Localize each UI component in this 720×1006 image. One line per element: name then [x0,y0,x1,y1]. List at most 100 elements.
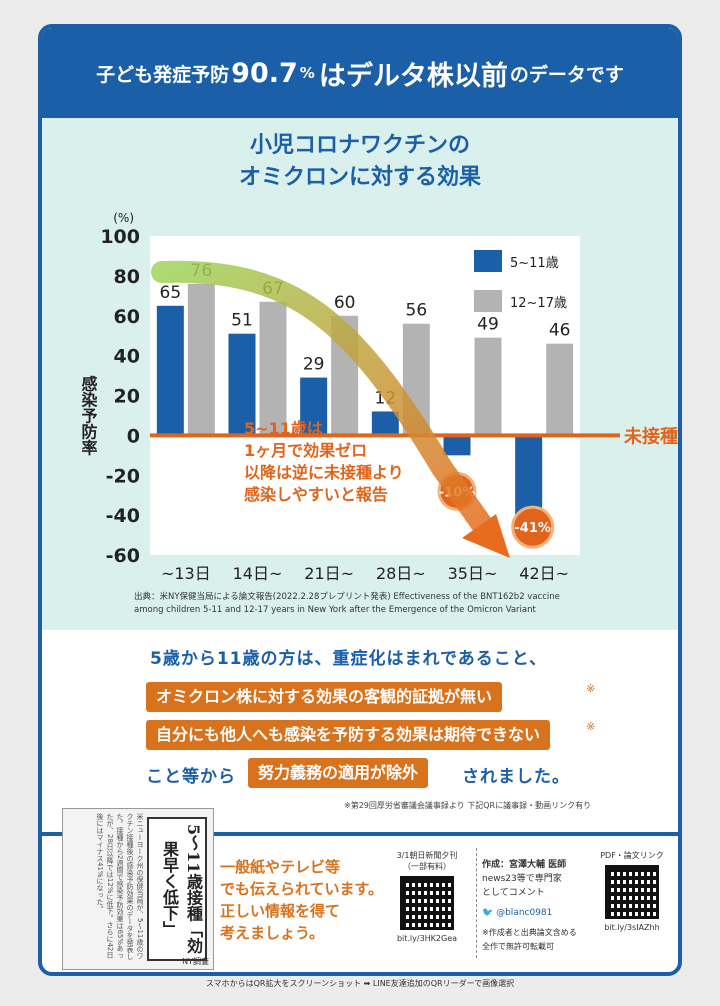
clipping-credit: NY調査 [182,957,209,966]
y-axis-title: 感染予防率 [79,375,99,457]
trend-arrow-head [462,514,510,558]
conclusion-box-1: オミクロン株に対する効果の客観的証拠が無い [146,682,503,712]
info-message-line-3: 正しい情報を得て [220,902,341,920]
x-tick-label: 14日~ [233,564,283,583]
x-tick-label: ~13日 [161,564,211,583]
qr-code-pdf[interactable] [605,865,659,919]
y-tick-label: 100 [100,226,140,248]
y-tick-label: -60 [106,545,140,567]
footnote-council: ※第29回厚労省審議会議事録より 下記QRに議事録・動画リンク有り [344,801,592,810]
trend-arrow [151,260,497,541]
newspaper-clipping: 米ニューヨーク州の保健当局が、5〜11歳のワクチン接種後の感染予防効果のデータを… [62,808,214,970]
conclusion-line-1: 5歳から11歳の方は、重症化はまれであること、 [150,649,548,669]
x-tick-label: 21日~ [304,564,354,583]
author-sub: news23等で専門家 としてコメント [482,874,562,898]
y-tick-label: 0 [127,425,140,447]
info-message-line-4: 考えましょう。 [220,924,325,942]
clipping-headline: 5〜11歳接種「効果早く低下」 [147,817,207,961]
source-line-2: among children 5-11 and 12-17 years in N… [134,605,536,615]
author-note: ※作成者と出典論文含める 全作で無許可転載可 [482,928,577,951]
data-label-s1-2: 60 [334,293,356,313]
bar-s0-4 [443,435,471,456]
bird-icon: 🐦 [482,908,494,918]
chart-title: 小児コロナワクチンの オミクロンに対する効果 [42,130,678,194]
header-tail: のデータです [509,63,624,86]
qr-code-news[interactable] [400,876,454,930]
legend-label-0: 5~11歳 [510,256,559,271]
data-label-s0-2: 29 [303,355,325,375]
conclusion-box-3: 努力義務の適用が除外 [248,758,429,788]
footnote-mark-2: ※ [586,720,596,733]
chart-title-line-1: 小児コロナワクチンの [249,133,470,158]
info-panel: 米ニューヨーク州の保健当局が、5〜11歳のワクチン接種後の感染予防効果のデータを… [42,808,678,972]
legend-swatch-0 [474,250,502,272]
data-label-s1-4: 49 [477,315,499,335]
qr-pdf-url[interactable]: bit.ly/3sIAZhh [604,923,660,932]
bottom-caption: スマホからはQR拡大をスクリーンショット ➡ LINE友達追加のQRリーダーで画… [205,979,515,988]
vaccine-effect-chart: 100806040200-20-40-60(%)感染予防率6576~13日516… [79,211,679,583]
bar-s1-4 [474,337,502,436]
x-tick-label: 28日~ [376,564,426,583]
bar-s0-0 [156,305,184,436]
info-message: 一般紙やテレビ等 でも伝えられています。 正しい情報を得て 考えましょう。 [220,856,383,944]
data-label-s0-5: -41% [514,521,551,536]
clipping-body: 米ニューヨーク州の保健当局が、5〜11歳のワクチン接種後の感染予防効果のデータを… [96,813,144,960]
bar-s1-0 [187,283,215,436]
conclusion-line-3-post: されました。 [462,767,570,787]
qr-block-news: 3/1朝日新聞夕刊 （一部有料） bit.ly/3HK2Gea [382,850,472,943]
conclusion-panel: 5歳から11歳の方は、重症化はまれであること、 オミクロン株に対する効果の客観的… [42,630,678,830]
annotation-line-4: 感染しやすいと報告 [244,485,388,504]
chart-panel: 小児コロナワクチンの オミクロンに対する効果 100 80 60 40 20 0 -20 -4… [42,118,678,630]
info-message-line-2: でも伝えられています。 [220,880,384,898]
data-label-s1-3: 56 [406,301,428,321]
poster: 子ども発症予防 90.7 % はデルタ株以前 のデータです 小児コロナワクチンの… [38,24,682,976]
annotation-line-3: 以降は逆に未接種より [244,463,404,482]
y-tick-label: 80 [114,266,140,288]
author-title: 作成：宮澤大輔 医師 [482,860,567,870]
data-label-s0-1: 51 [231,311,253,331]
data-label-badge-5 [511,505,555,549]
qr-news-caption: 3/1朝日新聞夕刊 （一部有料） [396,851,458,871]
qr-news-url[interactable]: bit.ly/3HK2Gea [396,934,458,943]
plot-area [150,236,580,555]
y-tick-label: -20 [106,465,140,487]
y-tick-label: -40 [106,505,140,527]
header-pre: 子ども発症予防 [96,63,230,86]
divider [476,848,477,958]
footnote-mark-1: ※ [586,682,596,695]
info-message-line-1: 一般紙やテレビ等 [220,858,341,876]
source-note: 出典：米NY保健当局による論文報告(2022.2.28プレプリント発表) Eff… [134,591,654,617]
bar-s0-5 [515,435,543,518]
legend-swatch-1 [474,290,502,312]
data-label-s1-5: 46 [549,321,571,341]
data-label-s0-0: 65 [160,283,182,303]
header-post: はデルタ株以前 [318,60,508,92]
annotation-line-2: 1ヶ月で効果ゼロ [244,441,367,460]
header-pct-sign: % [299,64,315,82]
bar-s1-1 [259,301,287,436]
bar-s0-3 [371,411,399,436]
header-banner: 子ども発症予防 90.7 % はデルタ株以前 のデータです [42,28,678,118]
author-info: 作成：宮澤大輔 医師 news23等で専門家 としてコメント 🐦 @blanc0… [482,858,592,954]
chart-title-line-2: オミクロンに対する効果 [238,165,481,190]
conclusion-line-3-pre: こと等から [146,767,236,787]
x-tick-label: 42日~ [519,564,569,583]
bar-s0-2 [300,377,328,436]
zero-line-label: 未接種 [624,425,678,447]
source-line-1: 出典：米NY保健当局による論文報告(2022.2.28プレプリント発表) Eff… [134,592,560,602]
y-tick-label: 60 [114,306,140,328]
header-pct-value: 90.7 [231,57,298,89]
qr-pdf-caption: PDF・論文リンク [600,851,664,860]
author-twitter-handle: @blanc0981 [496,908,553,918]
y-tick-label: 40 [114,346,140,368]
author-twitter[interactable]: 🐦 @blanc0981 [482,906,592,920]
bar-s0-1 [228,333,256,436]
y-tick-label: 20 [114,386,140,408]
annotation-line-1: 5~11歳は [244,419,323,438]
x-tick-label: 35日~ [448,564,498,583]
y-unit-label: (%) [113,211,134,225]
qr-block-pdf: PDF・論文リンク bit.ly/3sIAZhh [592,850,672,932]
conclusion-box-2: 自分にも他人へも感染を予防する効果は期待できない [146,720,551,750]
bar-s1-5 [546,343,574,436]
legend-label-1: 12~17歳 [510,296,567,311]
